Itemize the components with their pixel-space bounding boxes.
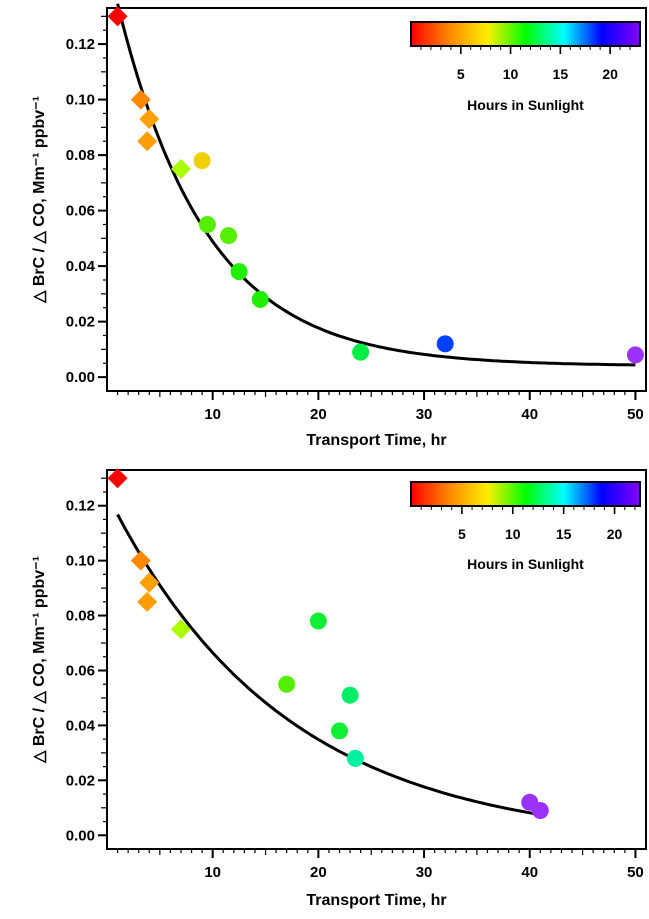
y-tick-label: 0.04 [66,258,96,275]
diamond-marker [137,131,158,152]
x-tick-label: 10 [204,864,221,881]
diamond-marker [130,550,151,571]
diamond-marker [107,468,128,489]
colorbar-tick-label: 10 [503,66,519,82]
x-tick-label: 10 [204,406,221,423]
colorbar-title: Hours in Sunlight [467,97,584,113]
colorbar [410,481,641,507]
y-tick-label: 0.08 [66,147,95,164]
y-tick-label: 0.08 [66,608,95,625]
colorbar-tick-label: 20 [602,66,618,82]
circle-marker [251,290,269,308]
colorbar-tick-label: 10 [505,526,521,542]
circle-marker [193,152,211,170]
x-tick-label: 20 [310,406,327,423]
circle-marker [346,749,364,767]
chart-panel-1: 10 20 30 40 50 0.00 0.02 0.04 0.06 0.08 0.10 0.12 Tr… [31,3,647,449]
fit-curve [116,3,636,367]
x-tick-label: 40 [521,406,538,423]
colorbar-tick-label: 15 [556,526,572,542]
y-tick-label: 0.06 [66,203,95,220]
circle-marker [341,686,359,704]
y-tick-label: 0.12 [66,498,95,515]
x-tick-label: 20 [310,864,327,881]
y-tick-label: 0.00 [66,369,95,386]
colorbar [410,21,641,47]
circle-marker [309,612,327,630]
colorbar-tick-label: 20 [607,526,623,542]
y-axis-title: △ BrC / △ CO, Mm⁻¹ ppbv⁻¹ [31,96,48,304]
circle-marker [230,263,248,281]
diamond-marker [130,89,151,110]
colorbar-tick-label: 15 [553,66,569,82]
diamond-marker [139,572,160,593]
x-tick-label: 40 [521,864,538,881]
x-axis-title: Transport Time, hr [306,892,446,909]
chart-panel-2: 10 20 30 40 50 0.00 0.02 0.04 0.06 0.08 0.10 0.12 Tr… [31,468,647,909]
plot-frame [106,469,647,850]
colorbar-tick-label: 5 [457,66,465,82]
circle-marker [531,802,549,820]
circle-marker [352,343,370,361]
plot-frame [106,7,647,392]
y-axis-title: △ BrC / △ CO, Mm⁻¹ ppbv⁻¹ [31,556,48,764]
x-tick-label: 30 [416,406,433,423]
x-axis-title: Transport Time, hr [306,432,446,449]
diamond-marker [170,619,191,640]
y-tick-label: 0.00 [66,827,95,844]
y-tick-label: 0.06 [66,662,95,679]
circle-marker [331,722,349,740]
y-tick-label: 0.04 [66,717,96,734]
diamond-marker [139,109,160,130]
circle-marker [278,675,296,693]
y-tick-label: 0.02 [66,772,95,789]
y-tick-label: 0.10 [66,553,95,570]
colorbar-title: Hours in Sunlight [467,556,584,572]
circle-marker [626,346,644,364]
circle-marker [198,215,216,233]
x-tick-label: 50 [627,864,644,881]
diamond-marker [137,591,158,612]
circle-marker [220,227,238,245]
diamond-marker [170,158,191,179]
fit-curve [116,513,541,817]
circle-marker [436,335,454,353]
y-tick-label: 0.12 [66,36,95,53]
diamond-marker [107,6,128,27]
y-tick-label: 0.10 [66,92,95,109]
colorbar-tick-label: 5 [458,526,466,542]
y-tick-label: 0.02 [66,314,95,331]
x-tick-label: 50 [627,406,644,423]
x-tick-label: 30 [416,864,433,881]
